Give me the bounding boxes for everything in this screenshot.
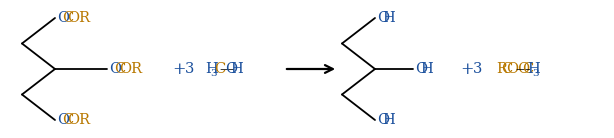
Text: H: H [382,11,395,25]
Text: O: O [109,62,121,76]
Text: C: C [114,62,125,76]
Text: O: O [415,62,427,76]
Text: O: O [377,113,389,127]
Text: OO: OO [506,62,530,76]
Text: C: C [62,11,73,25]
Text: H: H [230,62,243,76]
Text: C: C [522,62,533,76]
Text: C: C [501,62,512,76]
Text: +: + [460,60,473,78]
Text: H: H [382,113,395,127]
Text: 3: 3 [532,68,538,78]
Text: OR: OR [67,11,90,25]
Text: C: C [214,62,225,76]
Text: —: — [219,62,234,76]
Text: —: — [516,62,530,76]
Text: O: O [377,11,389,25]
Text: R: R [496,62,507,76]
Text: 3: 3 [185,62,195,76]
Text: C: C [62,113,73,127]
Text: O: O [57,11,69,25]
Text: H: H [527,62,540,76]
Text: 3: 3 [473,62,483,76]
Text: H: H [205,62,218,76]
Text: O: O [225,62,238,76]
Text: O: O [57,113,69,127]
Text: OR: OR [119,62,142,76]
Text: H: H [420,62,433,76]
Text: +: + [172,60,185,78]
Text: OR: OR [67,113,90,127]
Text: 3: 3 [210,68,217,78]
